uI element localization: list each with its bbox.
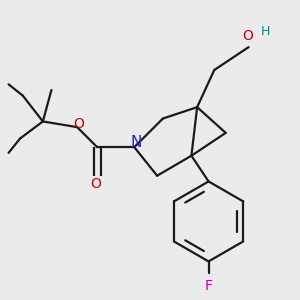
Text: O: O [90,177,101,191]
Text: F: F [205,279,213,292]
Text: O: O [242,29,253,43]
Text: N: N [130,135,141,150]
Text: H: H [261,25,270,38]
Text: O: O [73,117,84,131]
